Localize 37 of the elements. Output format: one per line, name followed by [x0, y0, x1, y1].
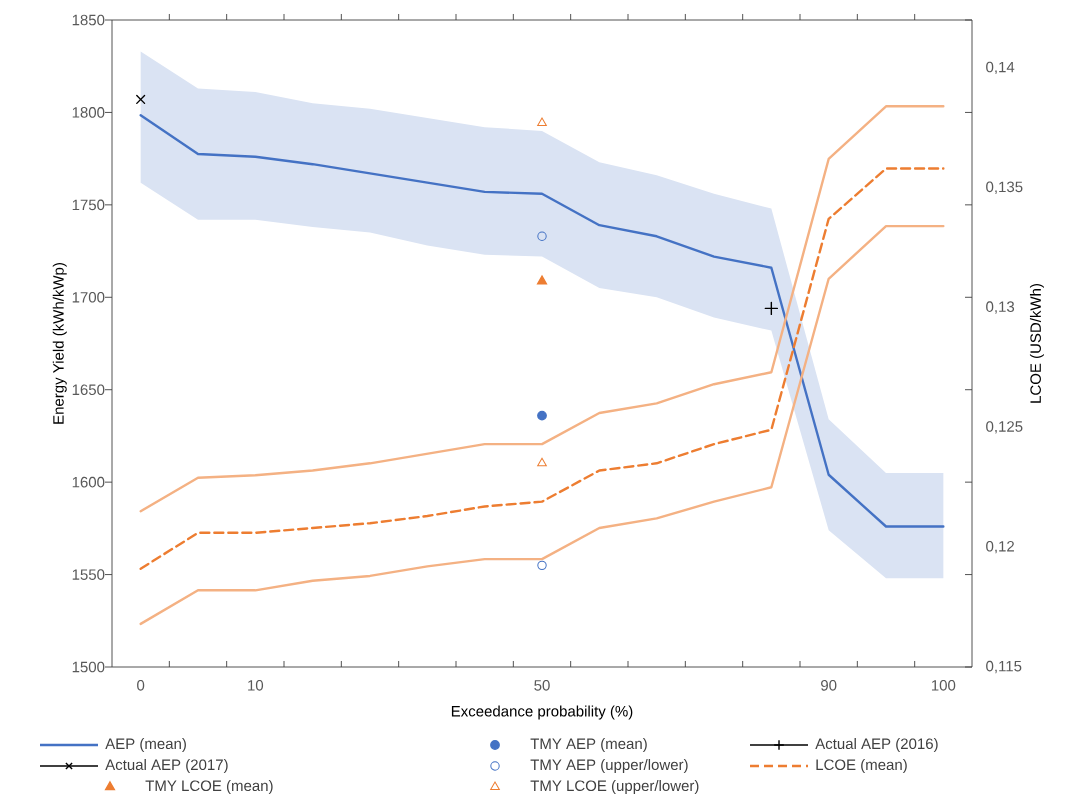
y2-tick-label: 0,12 [986, 540, 1014, 554]
y-tick-label: 1600 [72, 476, 105, 488]
y-axis-title: Energy Yield (kWh/kWp) [52, 263, 67, 424]
y2-tick-label: 0,14 [986, 61, 1015, 75]
y2-tick-label: 0,125 [986, 421, 1023, 434]
y2-tick-label: 0,115 [986, 660, 1022, 674]
y2-tick-label: 0,13 [986, 301, 1015, 314]
legend-label: TMY LCOE (upper/lower) [530, 780, 699, 794]
y2-axis-title: LCOE (USD/kWh) [1029, 284, 1044, 403]
y-tick-label: 1700 [72, 291, 105, 303]
y-tick-label: 1650 [72, 384, 105, 396]
legend-label: TMY LCOE (mean) [145, 780, 273, 794]
y-tick-label: 1800 [72, 107, 105, 118]
y-tick-label: 1850 [72, 14, 105, 26]
y-tick-label: 1750 [72, 199, 105, 211]
legend-label: TMY AEP (upper/lower) [530, 759, 688, 773]
y-tick-label: 1550 [72, 569, 105, 580]
x-tick-label: 0 [137, 680, 145, 691]
line-series [139, 167, 945, 570]
x-tick-label: 100 [931, 680, 956, 691]
legend-label: AEP (mean) [105, 738, 186, 752]
point [764, 301, 779, 316]
x-axis-title: Exceedance probability (%) [451, 705, 633, 720]
point [537, 231, 547, 241]
x-tick-label: 10 [248, 680, 264, 691]
point [136, 94, 146, 105]
y2-tick-label: 0,135 [986, 181, 1023, 194]
y-tick-label: 1500 [72, 661, 105, 673]
point [537, 410, 547, 421]
x-tick-label: 50 [534, 680, 550, 691]
legend-label: TMY AEP (mean) [530, 738, 647, 752]
x-tick-label: 90 [821, 680, 837, 691]
legend-label: LCOE (mean) [816, 759, 907, 773]
point [537, 560, 547, 571]
line-series [139, 224, 945, 626]
legend-label: Actual AEP (2016) [815, 738, 938, 752]
legend-label: Actual AEP (2017) [105, 759, 228, 773]
